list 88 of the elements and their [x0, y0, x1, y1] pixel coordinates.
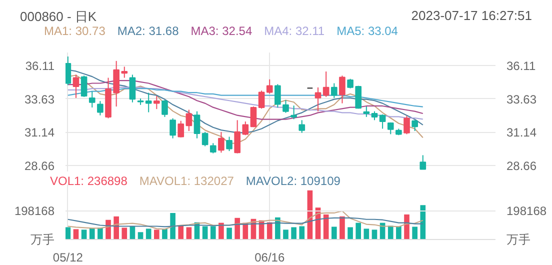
- candlestick: [274, 84, 281, 108]
- candlestick: [210, 142, 216, 154]
- y-tick-label: 31.14: [24, 126, 55, 140]
- bar: [122, 228, 128, 240]
- candlestick: [420, 154, 426, 170]
- candlestick: [170, 118, 176, 139]
- candlestick: [339, 75, 346, 104]
- text: 万手: [506, 232, 530, 246]
- bar: [299, 226, 305, 240]
- text: MAVOL2: 109109: [246, 174, 340, 188]
- y2-tick-label: 36.11: [506, 59, 536, 74]
- bar: [420, 205, 426, 240]
- y2-tick-label: 31.14: [506, 126, 537, 140]
- candlestick: [129, 74, 136, 103]
- candlestick: [154, 95, 160, 110]
- candlestick: [379, 114, 386, 130]
- x-tick-label: 06/16: [254, 250, 285, 264]
- candlestick: [298, 120, 306, 134]
- chart-title: 000860 - 日K: [20, 8, 97, 26]
- y-tick-label: 28.66: [24, 158, 55, 173]
- bar: [202, 226, 208, 240]
- bar: [266, 222, 272, 240]
- text: 198168: [506, 204, 547, 218]
- y-tick-label: 33.63: [24, 92, 55, 106]
- bar: [81, 230, 87, 240]
- text: MA2: 31.68: [117, 24, 179, 38]
- bar: [364, 228, 370, 240]
- text: 2023-07-17 16:27:51: [411, 8, 532, 25]
- bar: [170, 212, 176, 240]
- candlestick: [404, 116, 410, 135]
- candlestick: [178, 120, 184, 138]
- candlestick: [314, 86, 322, 112]
- candlestick: [218, 131, 224, 154]
- text: 万手: [30, 232, 54, 246]
- bar: [186, 227, 192, 240]
- text: MA1: 30.73: [44, 24, 106, 38]
- candlestick: [282, 100, 289, 114]
- candlestick: [330, 82, 338, 98]
- bar: [178, 225, 184, 240]
- bar: [226, 228, 232, 240]
- bar: [162, 228, 168, 240]
- candlestick: [202, 131, 208, 147]
- bar: [348, 227, 353, 240]
- bar: [210, 226, 216, 240]
- bar: [66, 227, 71, 240]
- bar: [404, 214, 410, 240]
- candlestick: [88, 91, 96, 108]
- candlestick: [80, 75, 88, 98]
- y-tick-label: 36.11: [25, 59, 55, 74]
- bar: [412, 226, 418, 240]
- candlestick: [363, 106, 370, 118]
- bar: [283, 230, 288, 240]
- candlestick: [162, 100, 168, 118]
- candlestick: [322, 70, 330, 98]
- candlestick: [72, 74, 80, 98]
- bar: [73, 229, 79, 240]
- bar: [396, 226, 402, 240]
- candlestick: [412, 120, 418, 132]
- bar: [146, 228, 152, 240]
- text: MA3: 32.54: [190, 24, 252, 38]
- bar: [331, 226, 337, 240]
- candlestick: [194, 110, 200, 139]
- bar: [234, 218, 240, 240]
- text: VOL1: 236898: [50, 174, 128, 188]
- text: MA5: 33.04: [336, 24, 398, 38]
- text: 198168: [14, 204, 55, 218]
- bar: [89, 228, 95, 240]
- candlestick: [97, 100, 104, 116]
- text: MA4: 32.11: [264, 24, 325, 38]
- bar: [154, 230, 160, 240]
- y2-tick-label: 28.66: [506, 158, 537, 173]
- candlestick: [250, 106, 257, 128]
- x-tick-label: 05/12: [52, 250, 84, 264]
- candlestick: [266, 78, 273, 94]
- bar: [372, 230, 378, 240]
- bar: [275, 217, 280, 240]
- y2-tick-label: 33.63: [506, 92, 537, 106]
- bar: [356, 222, 362, 240]
- candlestick: [186, 109, 192, 132]
- bar: [340, 216, 345, 240]
- candlestick: [258, 90, 265, 110]
- bar: [388, 226, 394, 240]
- candlestick: [145, 92, 152, 113]
- bar: [291, 227, 296, 240]
- candlestick: [290, 105, 297, 120]
- candlestick: [226, 136, 232, 152]
- candlestick: [66, 56, 72, 86]
- text: MAVOL1: 132027: [139, 174, 234, 188]
